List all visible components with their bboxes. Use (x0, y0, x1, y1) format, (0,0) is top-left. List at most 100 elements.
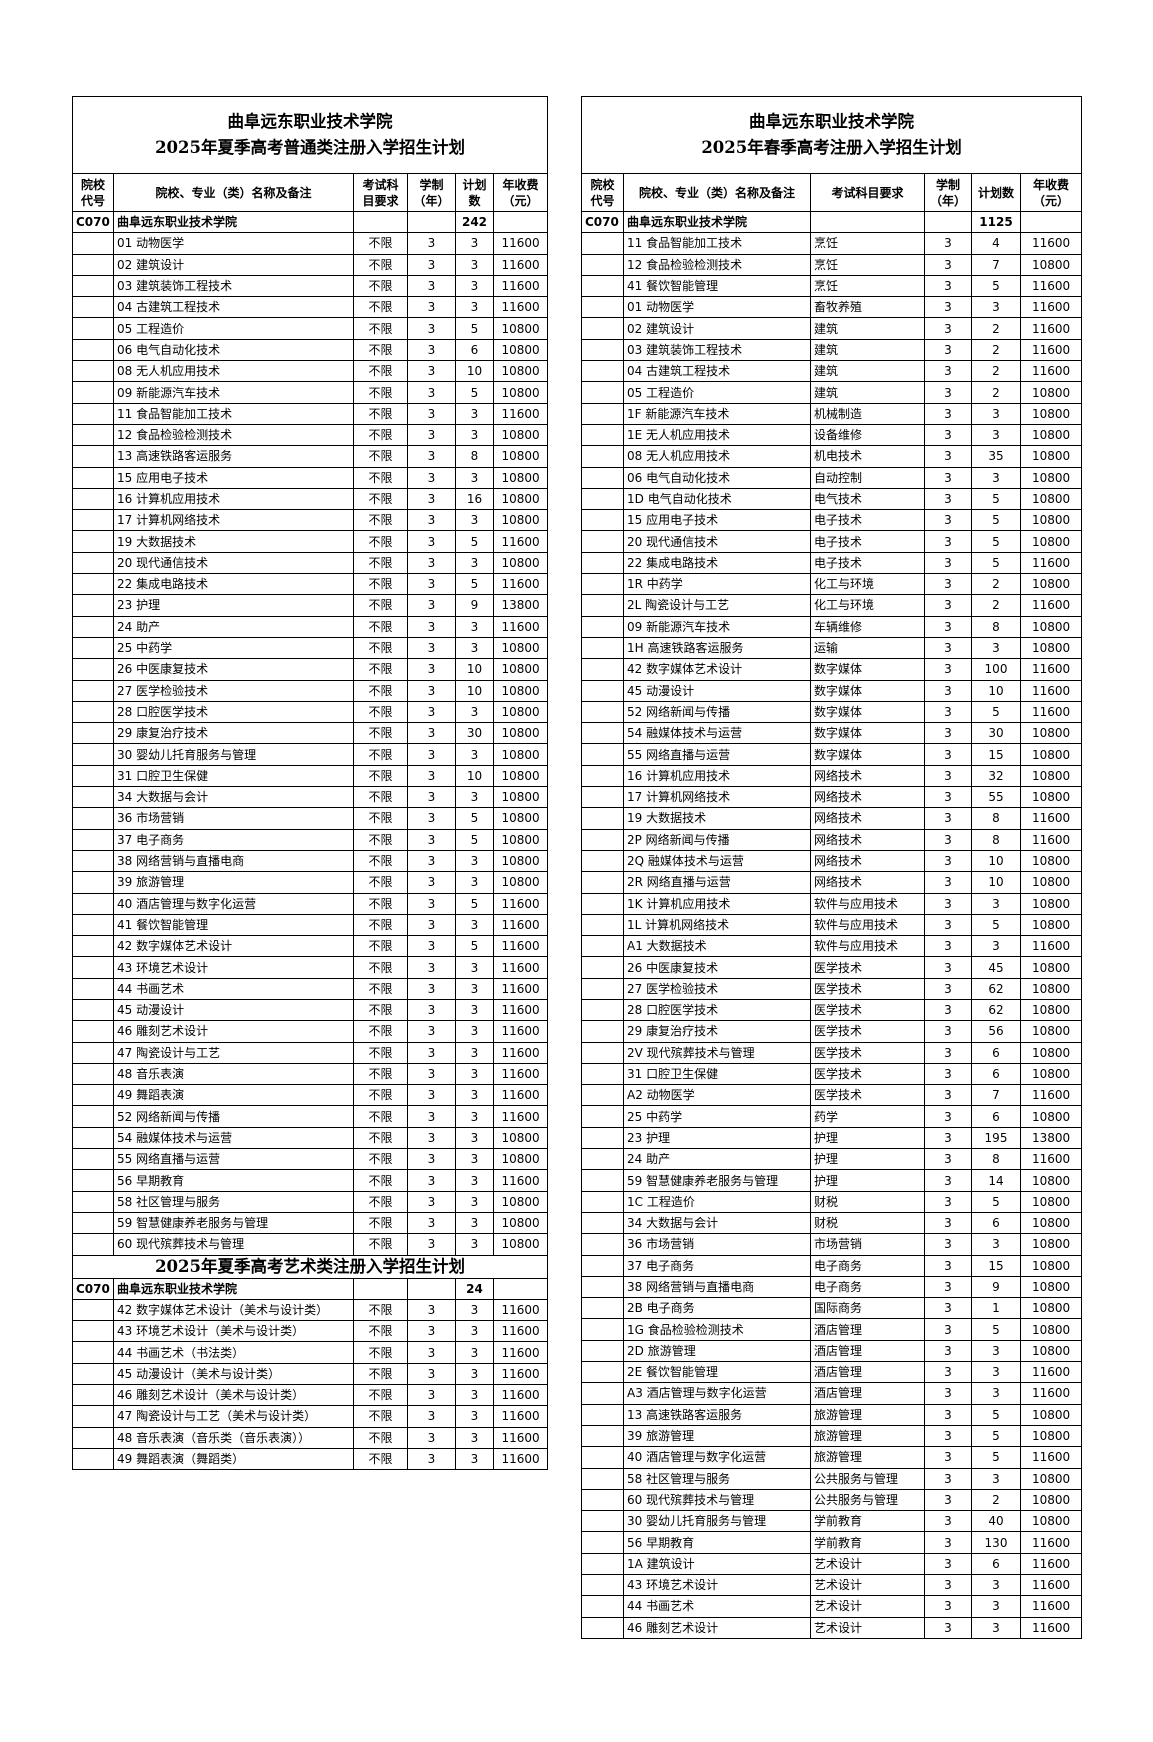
empty-cell (810, 210, 925, 234)
annual-fee: 10800 (492, 1148, 549, 1171)
exam-subjects: 不限 (353, 956, 408, 979)
annual-fee: 10800 (492, 466, 549, 489)
major-name: A3 酒店管理与数字化运营 (623, 1382, 811, 1405)
exam-subjects: 艺术设计 (810, 1552, 925, 1576)
plan-count: 3 (971, 1616, 1021, 1639)
exam-subjects: 电子技术 (810, 509, 925, 532)
major-name: A1 大数据技术 (623, 935, 811, 958)
plan-count: 5 (971, 1190, 1021, 1213)
exam-subjects: 不限 (353, 466, 408, 489)
duration: 3 (924, 530, 972, 553)
table-row: 25 中药学 药学 3 6 10800 (581, 1105, 1083, 1128)
plan-count: 2 (971, 594, 1021, 617)
exam-subjects: 不限 (353, 530, 408, 553)
plan-count: 3 (971, 935, 1021, 958)
duration: 3 (924, 551, 972, 575)
exam-subjects: 不限 (353, 977, 408, 1000)
exam-subjects: 数字媒体 (810, 722, 925, 745)
school-row: C070 曲阜远东职业技术学院 242 (72, 210, 549, 234)
duration: 3 (407, 913, 456, 937)
exam-subjects: 不限 (353, 487, 408, 511)
plan-count: 32 (971, 764, 1021, 788)
summer-general-plan-table: 曲阜远东职业技术学院 2025年夏季高考普通类注册入学招生计划 院校代号 院校、专业（… (71, 96, 549, 1471)
exam-subjects: 网络技术 (810, 764, 925, 788)
empty-code-cell (72, 296, 114, 319)
annual-fee: 11600 (1019, 1595, 1083, 1618)
exam-subjects: 电气技术 (810, 487, 925, 511)
header-major-name: 院校、专业（类）名称及备注 (623, 173, 811, 212)
duration: 3 (407, 360, 456, 383)
annual-fee: 10800 (1019, 1297, 1083, 1320)
empty-code-cell (581, 1531, 624, 1554)
duration: 3 (407, 381, 456, 404)
exam-subjects: 软件与应用技术 (810, 892, 925, 915)
empty-code-cell (72, 232, 114, 255)
table-row: 44 书画艺术（书法类） 不限 3 3 11600 (72, 1341, 549, 1364)
table-row: 11 食品智能加工技术 不限 3 3 11600 (72, 402, 549, 425)
major-name: 38 网络营销与直播电商 (113, 849, 354, 873)
annual-fee: 10800 (492, 381, 549, 404)
plan-count: 3 (455, 402, 494, 425)
empty-code-cell (581, 1339, 624, 1363)
duration: 3 (407, 892, 456, 915)
exam-subjects: 不限 (353, 935, 408, 958)
plan-count: 7 (971, 253, 1021, 276)
duration: 3 (924, 722, 972, 745)
plan-count: 3 (455, 1169, 494, 1192)
exam-subjects: 护理 (810, 1169, 925, 1192)
exam-subjects: 不限 (353, 658, 408, 681)
major-name: 2P 网络新闻与传播 (623, 828, 811, 851)
exam-subjects: 旅游管理 (810, 1403, 925, 1426)
plan-count: 10 (455, 360, 494, 383)
major-name: 09 新能源汽车技术 (113, 381, 354, 404)
empty-code-cell (72, 935, 114, 958)
exam-subjects: 国际商务 (810, 1297, 925, 1320)
plan-count: 3 (455, 232, 494, 255)
duration: 3 (924, 1424, 972, 1448)
major-name: 40 酒店管理与数字化运营 (623, 1446, 811, 1469)
plan-count: 3 (455, 977, 494, 1000)
empty-code-cell (581, 1573, 624, 1597)
major-name: 09 新能源汽车技术 (623, 615, 811, 638)
empty-code-cell (72, 1062, 114, 1086)
major-name: 43 环境艺术设计（美术与设计类） (113, 1320, 354, 1343)
table-row: 04 古建筑工程技术 建筑 3 2 11600 (581, 360, 1083, 383)
plan-count: 6 (455, 338, 494, 362)
empty-code-cell (72, 1148, 114, 1171)
empty-code-cell (581, 402, 624, 425)
empty-code-cell (581, 1041, 624, 1064)
table-row: 2Q 融媒体技术与运营 网络技术 3 10 10800 (581, 849, 1083, 873)
annual-fee: 11600 (492, 1105, 549, 1128)
table-row: 41 餐饮智能管理 不限 3 3 11600 (72, 913, 549, 937)
annual-fee: 10800 (1019, 530, 1083, 553)
plan-count: 6 (971, 1105, 1021, 1128)
exam-subjects: 不限 (353, 1084, 408, 1107)
empty-code-cell (581, 1169, 624, 1192)
annual-fee: 11600 (492, 1298, 549, 1322)
plan-count: 3 (455, 700, 494, 724)
school-row: C070 曲阜远东职业技术学院 24 (72, 1277, 549, 1300)
plan-count: 5 (971, 1403, 1021, 1426)
table-row: 16 计算机应用技术 不限 3 16 10800 (72, 487, 549, 511)
major-name: 31 口腔卫生保健 (113, 764, 354, 788)
exam-subjects: 网络技术 (810, 807, 925, 830)
annual-fee: 11600 (492, 935, 549, 958)
exam-subjects: 艺术设计 (810, 1573, 925, 1597)
empty-code-cell (72, 722, 114, 745)
major-name: 58 社区管理与服务 (113, 1190, 354, 1213)
plan-count: 5 (971, 551, 1021, 575)
annual-fee: 10800 (1019, 743, 1083, 766)
plan-count: 2 (971, 317, 1021, 340)
major-name: 41 餐饮智能管理 (113, 913, 354, 937)
table-row: 1K 计算机应用技术 软件与应用技术 3 3 10800 (581, 892, 1083, 915)
table-header: 院校代号 院校、专业（类）名称及备注 考试科目要求 学制（年） 计划数 年收费（元） (581, 173, 1083, 212)
table-row: 17 计算机网络技术 不限 3 3 10800 (72, 509, 549, 532)
empty-cell (1019, 210, 1083, 234)
empty-code-cell (581, 1148, 624, 1171)
exam-subjects: 网络技术 (810, 871, 925, 894)
plan-count: 3 (455, 1341, 494, 1364)
table-row: 2L 陶瓷设计与工艺 化工与环境 3 2 11600 (581, 594, 1083, 617)
exam-subjects: 不限 (353, 1405, 408, 1428)
duration: 3 (924, 402, 972, 425)
duration: 3 (407, 1148, 456, 1171)
